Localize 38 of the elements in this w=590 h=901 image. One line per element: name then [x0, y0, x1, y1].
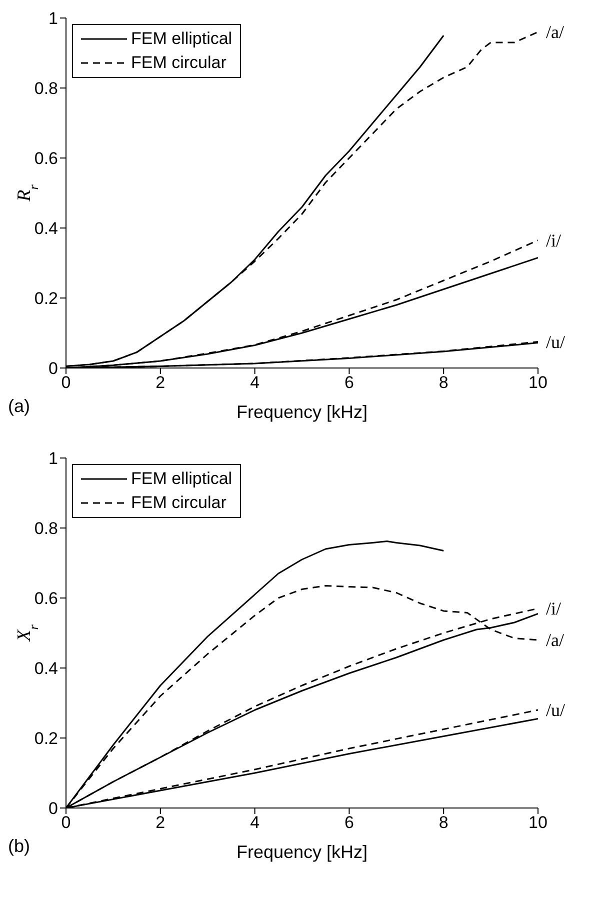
text: /u/: [546, 700, 566, 720]
x-tick-label: 2: [156, 813, 166, 832]
y-tick-label: 0: [48, 359, 58, 378]
legend-label: FEM circular: [131, 53, 226, 73]
text: /i/: [546, 598, 562, 618]
x-tick-label: 2: [156, 373, 166, 392]
x-tick-label: 4: [250, 813, 260, 832]
y-tick-label: 1: [48, 449, 58, 468]
x-axis-title: Frequency [kHz]: [236, 402, 368, 422]
x-tick-label: 6: [344, 373, 354, 392]
text: (a): [8, 396, 30, 417]
x-tick-label: 10: [528, 373, 548, 392]
y-tick-label: 0.8: [34, 519, 58, 538]
y-tick-label: 1: [48, 9, 58, 28]
x-tick-label: 0: [61, 373, 71, 392]
x-tick-label: 10: [528, 813, 548, 832]
legend-label: FEM elliptical: [131, 29, 232, 49]
x-tick-label: 8: [438, 373, 448, 392]
legend-label: FEM circular: [131, 493, 226, 513]
y-tick-label: 0.8: [34, 79, 58, 98]
text: /a/: [546, 22, 564, 42]
x-tick-label: 0: [61, 813, 71, 832]
x-tick-label: 8: [438, 813, 448, 832]
y-tick-label: 0.2: [34, 289, 58, 308]
y-tick-label: 0: [48, 799, 58, 818]
y-tick-label: 0.4: [34, 219, 58, 238]
legend-label: FEM elliptical: [131, 469, 232, 489]
x-axis-title: Frequency [kHz]: [236, 842, 368, 862]
y-tick-label: 0.6: [34, 149, 58, 168]
y-tick-label: 0.2: [34, 729, 58, 748]
text: /a/: [546, 630, 564, 650]
text: /i/: [546, 230, 562, 250]
text: (b): [8, 836, 30, 857]
y-tick-label: 0.4: [34, 659, 58, 678]
x-tick-label: 4: [250, 373, 260, 392]
y-tick-label: 0.6: [34, 589, 58, 608]
text: /u/: [546, 332, 566, 352]
x-tick-label: 6: [344, 813, 354, 832]
